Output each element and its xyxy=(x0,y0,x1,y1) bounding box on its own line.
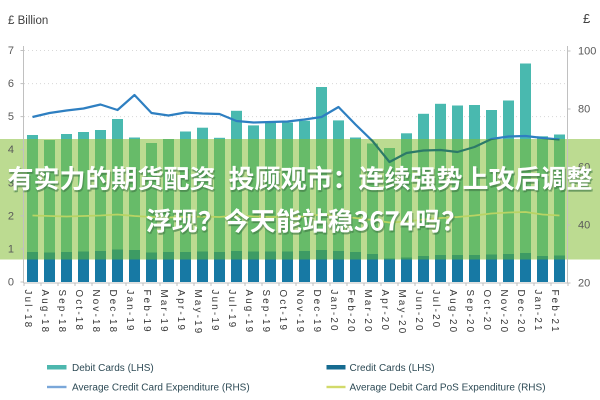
svg-text:Jul-19: Jul-19 xyxy=(226,290,237,330)
svg-text:1: 1 xyxy=(8,243,14,255)
svg-text:Dec-20: Dec-20 xyxy=(515,290,526,335)
svg-text:2: 2 xyxy=(8,210,14,222)
svg-text:Jul-18: Jul-18 xyxy=(22,290,33,330)
svg-text:Oct-18: Oct-18 xyxy=(73,290,84,333)
svg-text:Nov-18: Nov-18 xyxy=(90,290,101,335)
svg-text:Sep-19: Sep-19 xyxy=(260,290,271,335)
svg-text:Dec-19: Dec-19 xyxy=(311,290,322,335)
svg-text:Feb-21: Feb-21 xyxy=(549,290,560,334)
svg-text:£: £ xyxy=(583,11,591,26)
svg-text:Credit Cards (LHS): Credit Cards (LHS) xyxy=(350,363,435,374)
svg-text:6: 6 xyxy=(8,78,14,90)
svg-text:Jun-19: Jun-19 xyxy=(209,290,220,333)
svg-text:May-20: May-20 xyxy=(396,290,407,336)
svg-text:Oct-19: Oct-19 xyxy=(277,290,288,333)
svg-text:Jan-20: Jan-20 xyxy=(328,290,339,333)
svg-text:4: 4 xyxy=(8,144,14,156)
svg-text:20: 20 xyxy=(578,278,590,290)
svg-text:Aug-20: Aug-20 xyxy=(447,290,458,335)
svg-text:Sep-18: Sep-18 xyxy=(56,290,67,335)
svg-text:40: 40 xyxy=(578,220,590,232)
svg-text:Nov-20: Nov-20 xyxy=(498,290,509,335)
svg-text:100: 100 xyxy=(578,46,596,58)
svg-text:Average Credit Card Expenditur: Average Credit Card Expenditure (RHS) xyxy=(72,383,250,394)
svg-text:Feb-19: Feb-19 xyxy=(141,290,152,334)
svg-text:7: 7 xyxy=(8,45,14,57)
svg-text:Mar-19: Mar-19 xyxy=(158,290,169,334)
svg-text:Aug-18: Aug-18 xyxy=(39,290,50,335)
svg-text:Average Debit Card PoS Expendi: Average Debit Card PoS Expenditure (RHS) xyxy=(350,383,546,394)
svg-text:Dec-18: Dec-18 xyxy=(107,290,118,335)
svg-text:May-19: May-19 xyxy=(192,290,203,336)
svg-text:Apr-20: Apr-20 xyxy=(379,290,390,333)
svg-text:£ Billion: £ Billion xyxy=(8,15,48,27)
svg-text:Jun-20: Jun-20 xyxy=(413,290,424,333)
svg-text:Mar-20: Mar-20 xyxy=(362,290,373,334)
svg-text:Jan-21: Jan-21 xyxy=(532,290,543,333)
svg-text:Oct-20: Oct-20 xyxy=(481,290,492,333)
svg-text:Feb-20: Feb-20 xyxy=(345,290,356,334)
svg-text:5: 5 xyxy=(8,111,14,123)
svg-text:Jul-20: Jul-20 xyxy=(430,290,441,330)
svg-text:Debit Cards (LHS): Debit Cards (LHS) xyxy=(72,363,154,374)
svg-text:Aug-19: Aug-19 xyxy=(243,290,254,335)
svg-text:Sep-20: Sep-20 xyxy=(464,290,475,335)
svg-text:80: 80 xyxy=(578,104,590,116)
svg-text:Jan-19: Jan-19 xyxy=(124,290,135,333)
svg-text:0: 0 xyxy=(8,277,14,289)
svg-text:Nov-19: Nov-19 xyxy=(294,290,305,335)
svg-text:Apr-19: Apr-19 xyxy=(175,290,186,333)
